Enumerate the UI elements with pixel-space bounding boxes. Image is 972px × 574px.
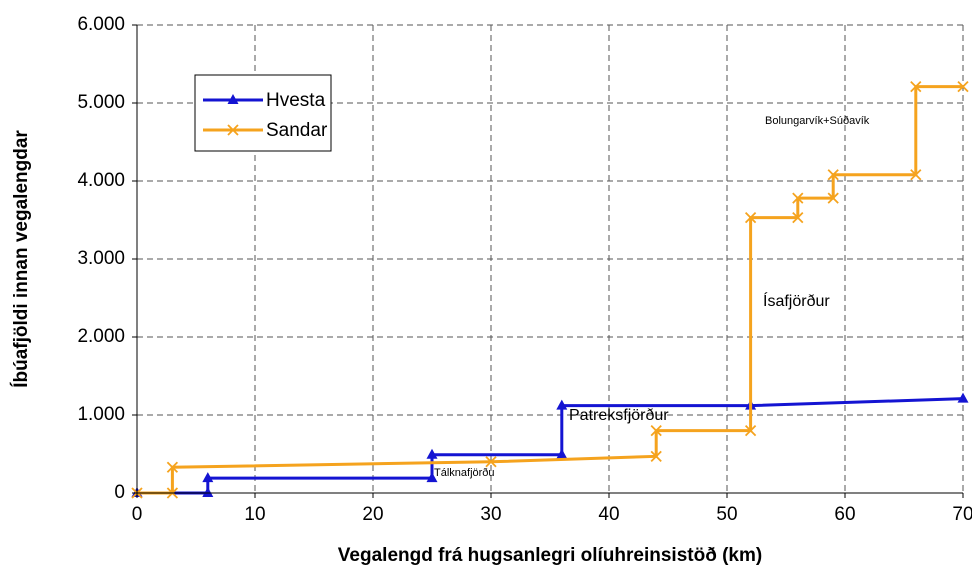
marker bbox=[556, 399, 568, 410]
marker bbox=[744, 212, 757, 224]
legend-box bbox=[194, 74, 332, 152]
y-tick-label: 3.000 bbox=[77, 248, 125, 269]
x-tick-label: 20 bbox=[362, 504, 383, 525]
x-tick-label: 0 bbox=[132, 504, 143, 525]
x-tick-label: 10 bbox=[244, 504, 265, 525]
marker bbox=[202, 472, 214, 483]
marker bbox=[227, 124, 239, 136]
marker bbox=[957, 80, 969, 93]
annotation: Bolungarvík+Súðavík bbox=[765, 115, 870, 127]
x-axis-title: Vegalengd frá hugsanlegri olíuhreinsistö… bbox=[338, 545, 762, 566]
annotation: Tálknafjörðu bbox=[434, 467, 495, 479]
x-tick-label: 60 bbox=[834, 504, 855, 525]
marker bbox=[910, 80, 922, 93]
y-tick-label: 6.000 bbox=[77, 14, 125, 35]
y-axis-title: Íbúafjöldi innan vegalengdar bbox=[10, 130, 32, 388]
marker bbox=[650, 450, 662, 462]
annotation: Ísafjörður bbox=[763, 291, 830, 310]
x-tick-label: 50 bbox=[716, 504, 737, 525]
marker bbox=[556, 448, 568, 459]
series bbox=[131, 80, 969, 499]
legend-label: Sandar bbox=[266, 120, 328, 141]
marker bbox=[910, 169, 922, 181]
x-tick-label: 30 bbox=[480, 504, 501, 525]
marker bbox=[166, 461, 179, 473]
x-tick-label: 70 bbox=[952, 504, 972, 525]
legend-label: Hvesta bbox=[266, 90, 326, 111]
marker bbox=[227, 94, 239, 104]
y-tick-label: 2.000 bbox=[77, 326, 125, 347]
y-tick-label: 4.000 bbox=[77, 170, 125, 191]
marker bbox=[957, 392, 969, 403]
y-tick-label: 5.000 bbox=[77, 92, 125, 113]
marker bbox=[650, 424, 662, 437]
marker bbox=[792, 212, 804, 224]
x-tick-label: 40 bbox=[598, 504, 619, 525]
y-tick-label: 1.000 bbox=[77, 404, 125, 425]
marker bbox=[744, 424, 757, 437]
marker bbox=[426, 472, 438, 483]
marker bbox=[485, 456, 497, 468]
marker bbox=[426, 448, 438, 459]
marker bbox=[827, 169, 839, 181]
marker bbox=[202, 487, 214, 497]
annotation: Patreksfjörður bbox=[569, 407, 669, 424]
marker bbox=[827, 192, 839, 204]
legend: Hvesta Sandar bbox=[194, 74, 332, 152]
marker bbox=[792, 192, 804, 204]
y-tick-label: 0 bbox=[114, 482, 125, 503]
